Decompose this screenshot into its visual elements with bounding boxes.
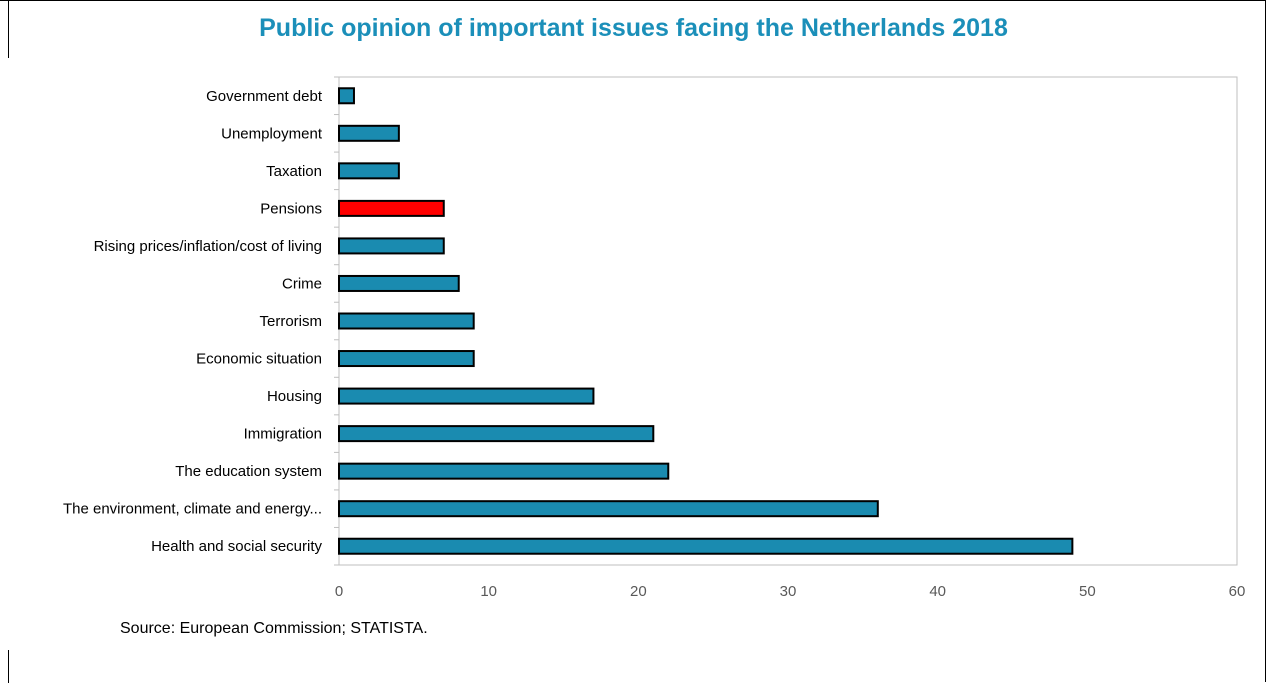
x-tick-label: 30 [780,583,797,600]
chart-title: Public opinion of important issues facin… [259,14,1008,42]
x-tick-label: 60 [1229,583,1246,600]
category-label: Taxation [266,163,322,180]
category-label: Economic situation [196,351,322,368]
category-label: Immigration [244,426,322,443]
plot-area [338,76,1238,566]
category-label: Crime [282,275,322,292]
bar [338,500,879,518]
category-label: Rising prices/inflation/cost of living [94,238,322,255]
bar [338,425,655,443]
bar [338,274,460,292]
x-tick-label: 50 [1079,583,1096,600]
category-label: Government debt [206,88,323,105]
category-label: Unemployment [221,125,323,142]
bar [338,312,475,330]
category-label: Health and social security [151,538,322,555]
bar [338,387,595,405]
x-tick-label: 0 [335,583,343,600]
bar [338,462,670,480]
source-note: Source: European Commission; STATISTA. [120,620,428,637]
category-label: Pensions [260,200,322,217]
x-tick-label: 40 [929,583,946,600]
x-tick-label: 20 [630,583,647,600]
bar [338,199,445,217]
bar [338,350,475,368]
category-label: The environment, climate and energy... [63,501,322,518]
left-rule [8,650,9,683]
bar [338,162,400,180]
bar [338,87,355,105]
category-label: Terrorism [260,313,323,330]
category-label: Housing [267,388,322,405]
x-tick-label: 10 [480,583,497,600]
bar [338,537,1074,555]
bar [338,237,445,255]
left-rule [8,0,9,58]
category-label: The education system [175,463,322,480]
bar [338,124,400,142]
